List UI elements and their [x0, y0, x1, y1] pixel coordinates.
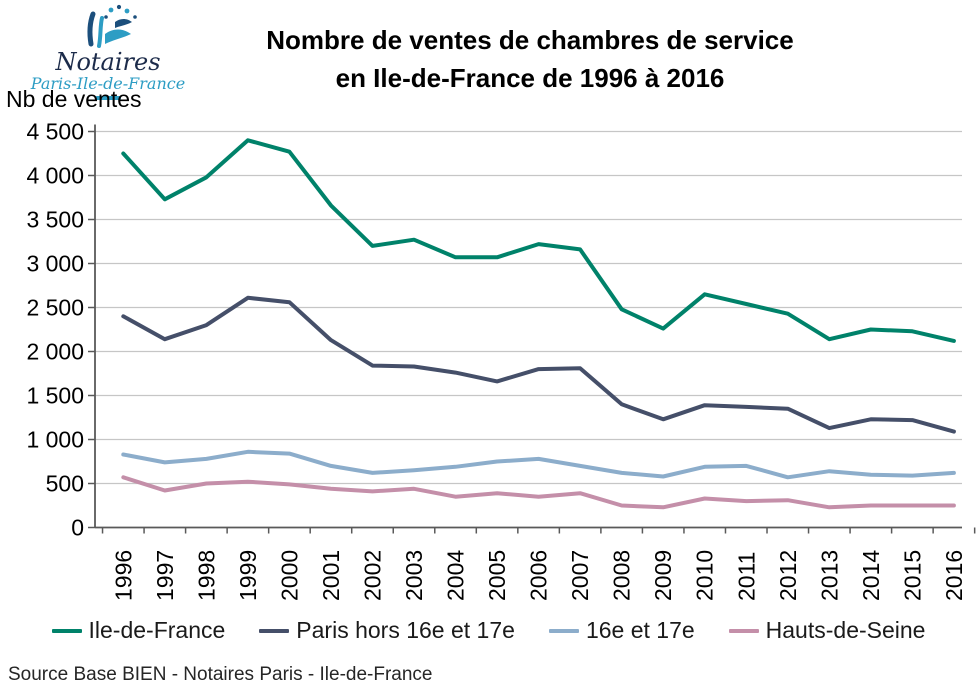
- legend-item-ile-de-france: Ile-de-France: [51, 617, 226, 644]
- series-line-ile-de-france: [121, 138, 956, 343]
- y-tick-label: 1 000: [26, 427, 84, 453]
- series-line-hauts-de-seine: [121, 475, 956, 510]
- notaires-logo: Notaires Paris-Ile-de-France: [8, 4, 208, 101]
- y-tick-label: 2 000: [26, 339, 84, 365]
- chart-title-line2: en Ile-de-France de 1996 à 2016: [335, 62, 725, 93]
- x-tick-label: 2008: [609, 550, 635, 601]
- legend-label: Hauts-de-Seine: [765, 617, 926, 643]
- x-tick-label: 2002: [359, 550, 385, 601]
- x-tick-label: 2000: [276, 550, 302, 601]
- chart-legend: Ile-de-France Paris hors 16e et 17e 16e et…: [0, 617, 977, 644]
- logo-dash: [95, 96, 121, 101]
- legend-item-16e-et-17e: 16e et 17e: [548, 617, 695, 644]
- y-tick-label: 4 000: [26, 163, 84, 189]
- y-tick-label: 500: [46, 471, 84, 497]
- x-tick-label: 1999: [235, 550, 261, 601]
- legend-item-hauts-de-seine: Hauts-de-Seine: [728, 617, 926, 644]
- y-tick-label: 2 500: [26, 295, 84, 321]
- y-tick-label: 1 500: [26, 383, 84, 409]
- series-line-16e-et-17e: [121, 449, 956, 480]
- legend-label: 16e et 17e: [585, 617, 695, 643]
- x-tick-label: 1996: [110, 550, 136, 601]
- series-line-paris-hors-16e-et-17e: [121, 295, 956, 434]
- x-tick-label: 2005: [484, 550, 510, 601]
- source-note: Source Base BIEN - Notaires Paris - Ile-…: [8, 664, 433, 685]
- y-tick-label: 3 500: [26, 207, 84, 233]
- legend-label: Paris hors 16e et 17e: [296, 617, 515, 643]
- x-tick-label: 2010: [692, 550, 718, 601]
- chart-title-line1: Nombre de ventes de chambres de service: [266, 25, 794, 55]
- legend-swatch: [728, 628, 759, 633]
- legend-swatch: [259, 628, 290, 633]
- legend-label: Ile-de-France: [88, 617, 226, 643]
- line-chart-plot: 0 500 1 000 1 500 2 000 2 500 3 000 3 500 4 000 4…: [26, 119, 976, 601]
- x-tick-label: 2011: [733, 552, 759, 601]
- x-tick-label: 2015: [899, 550, 925, 601]
- x-tick-label: 2006: [526, 550, 552, 601]
- x-tick-label: 2007: [567, 550, 593, 601]
- logo-title: Notaires: [55, 48, 161, 76]
- x-tick-label: 1998: [193, 550, 219, 601]
- x-tick-label: 2004: [443, 550, 469, 601]
- legend-item-paris-hors-16e-et-17e: Paris hors 16e et 17e: [259, 617, 515, 644]
- legend-swatch: [548, 628, 579, 633]
- y-tick-label: 4 500: [26, 119, 84, 145]
- chart-title: Nombre de ventes de chambres de service …: [150, 22, 910, 97]
- y-tick-label: 3 000: [26, 251, 84, 277]
- x-tick-label: 2001: [318, 550, 344, 601]
- y-axis-unit-label: Nb de ventes: [6, 86, 142, 112]
- x-tick-label: 1997: [152, 550, 178, 601]
- x-tick-label: 2003: [401, 550, 427, 601]
- legend-swatch: [51, 628, 82, 633]
- logo-subtitle: Paris-Ile-de-France: [30, 74, 186, 93]
- x-tick-label: 2014: [858, 550, 884, 601]
- y-tick-label: 0: [71, 515, 84, 541]
- x-tick-label: 2013: [816, 550, 842, 601]
- notaires-logo-icon: [87, 4, 137, 48]
- x-tick-label: 2009: [650, 550, 676, 601]
- x-tick-label: 2012: [775, 550, 801, 601]
- x-tick-label: 2016: [941, 550, 967, 601]
